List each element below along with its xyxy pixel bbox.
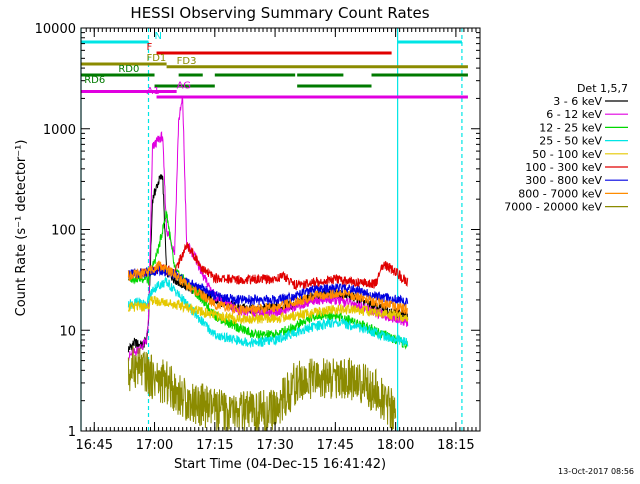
series-line-5 [127,242,409,291]
plot-frame: 1 10 100 1000 10000 16:45 17:00 17:15 17:30 17:45… [35,22,481,453]
x-axis-label: Start Time (04-Dec-15 16:41:42) [174,457,386,472]
legend-label-4: 50 - 100 keV [532,148,602,161]
chart-title: HESSI Observing Summary Count Rates [130,4,429,22]
y-tick-label-3: 1000 [43,123,76,138]
y-tick-label-2: 100 [51,224,76,239]
flag-label-a1: A1 [146,86,159,97]
series-line-4 [127,295,409,326]
x-tick-label-5: 18:00 [377,438,414,453]
flag-label-fd3: FD3 [177,56,197,67]
legend-label-0: 3 - 6 keV [553,95,602,108]
x-tick-label-1: 17:00 [136,438,173,453]
flag-label-rd0: RD0 [118,64,139,75]
series-line-7 [127,260,408,316]
legend-label-5: 100 - 300 keV [525,161,602,174]
x-tick-label-3: 17:30 [256,438,293,453]
series-line-3 [127,276,409,349]
flag-label-fd1: FD1 [146,53,166,64]
flag-label-n: N [155,31,162,42]
series-line-8 [127,346,397,432]
series-line-2 [127,210,409,350]
timestamp: 13-Oct-2017 08:56 [558,467,634,476]
x-tick-label-2: 17:15 [196,438,233,453]
legend-label-8: 7000 - 20000 keV [504,201,602,214]
legend-label-2: 12 - 25 keV [539,121,602,134]
legend-label-7: 800 - 7000 keV [518,187,602,200]
legend-label-3: 25 - 50 keV [539,135,602,148]
x-tick-label-6: 18:15 [437,438,474,453]
x-tick-label-4: 17:45 [317,438,354,453]
legend-label-1: 6 - 12 keV [546,108,602,121]
flag-label-ag: AG [177,81,191,92]
y-axis-label: Count Rate (s⁻¹ detector⁻¹) [14,140,29,317]
legend-label-6: 300 - 800 keV [525,174,602,187]
x-tick-label-0: 16:45 [76,438,113,453]
y-tick-label-1: 10 [59,324,76,339]
flag-label-rd6: RD6 [84,75,105,86]
legend-title: Det 1,5,7 [577,82,628,95]
flag-label-f: F [146,42,152,53]
y-tick-label-0: 1 [68,425,76,440]
series-lines [127,96,409,432]
series-line-1 [127,96,409,362]
y-tick-label-4: 10000 [35,22,76,37]
